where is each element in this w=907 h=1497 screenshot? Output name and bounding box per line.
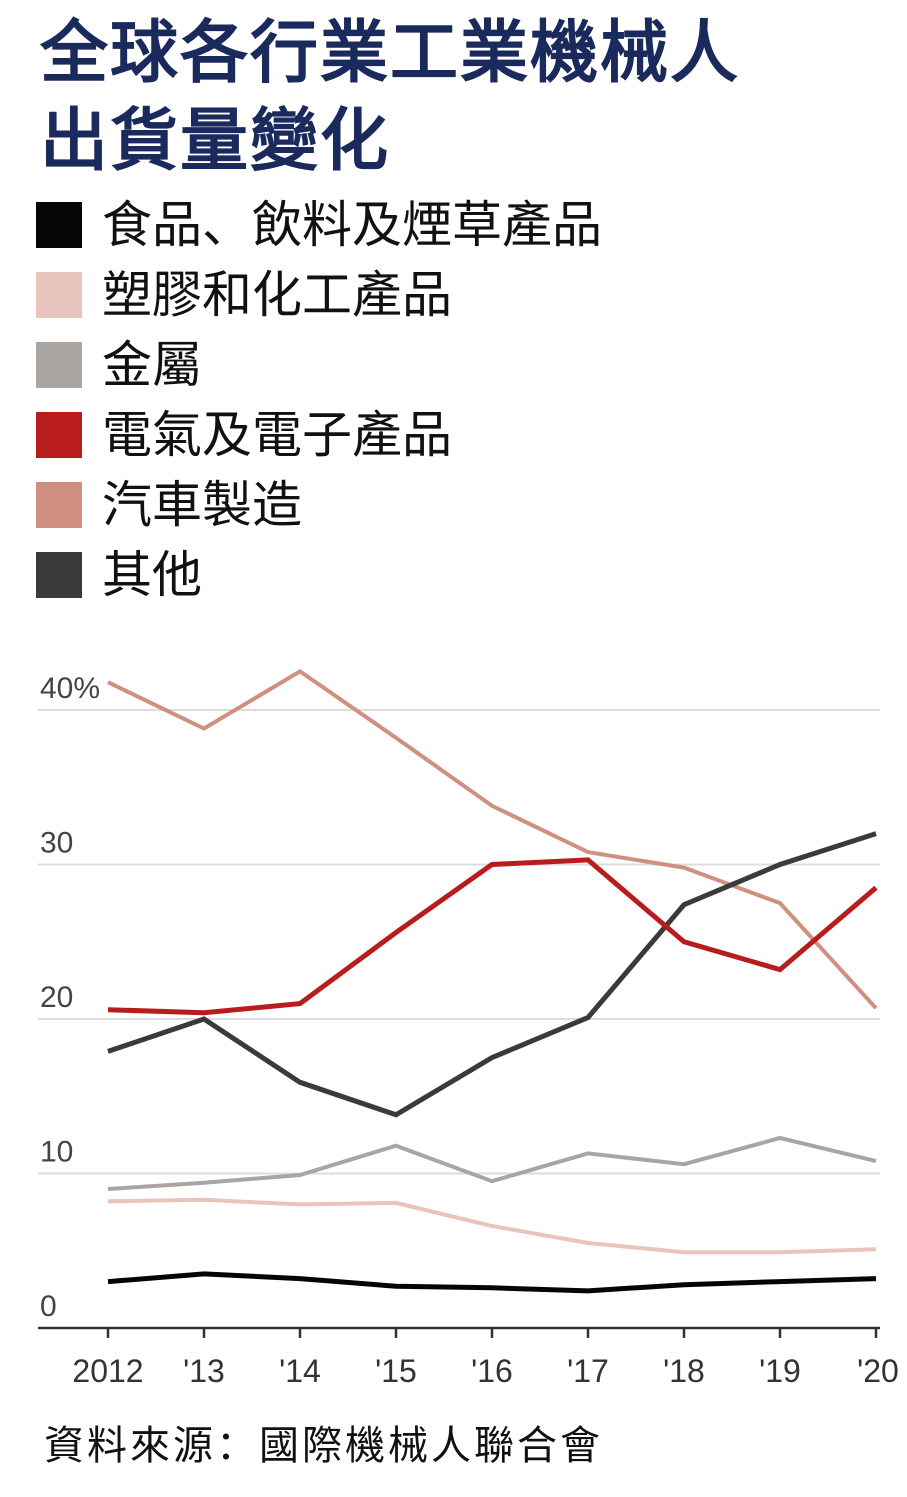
legend-label-electrical: 電氣及電子產品 (102, 406, 452, 464)
source-note: 資料來源：國際機械人聯合會 (44, 1423, 603, 1469)
y-tick-label: 0 (40, 1290, 57, 1323)
chart-title-line-1: 全球各行業工業機械人 (40, 14, 741, 93)
legend-label-plastics: 塑膠和化工產品 (102, 266, 452, 324)
chart-title-line-2: 出貨量變化 (40, 102, 391, 181)
x-tick-label: '17 (567, 1353, 609, 1389)
series-line-4 (107, 669, 878, 1010)
y-tick-label: 10 (40, 1136, 73, 1169)
series-line-0 (107, 1271, 877, 1294)
legend-swatch-plastics (36, 272, 82, 318)
x-tick-label: '19 (759, 1353, 801, 1389)
legend-swatch-electrical (36, 412, 82, 458)
legend-label-other: 其他 (102, 546, 202, 604)
legend-label-metal: 金屬 (102, 336, 202, 394)
legend-label-food: 食品、飲料及煙草產品 (102, 196, 602, 254)
series-line-5 (107, 831, 877, 1118)
chart-title: 全球各行業工業機械人 出貨量變化 (40, 10, 880, 186)
x-tick-label: '14 (279, 1353, 321, 1389)
x-tick-label: '16 (471, 1353, 513, 1389)
x-tick-label: '18 (663, 1353, 705, 1389)
series-line-1 (107, 1197, 877, 1255)
legend-label-auto: 汽車製造 (102, 476, 302, 534)
line-chart: 0 10 20 30 40% 2012 '13 '14 '15 '16 '17 '18 '19 '20 (38, 669, 899, 1389)
y-tick-label: 30 (40, 827, 73, 860)
series-line-2 (107, 1135, 877, 1191)
y-tick-label: 40% (40, 672, 100, 705)
x-tick-label: '15 (375, 1353, 417, 1389)
legend-swatch-auto (36, 482, 82, 528)
x-tick-label: '13 (183, 1353, 225, 1389)
legend-swatch-other (36, 552, 82, 598)
legend-swatch-metal (36, 342, 82, 388)
x-tick-label: 2012 (72, 1353, 143, 1389)
series-line-3 (107, 857, 878, 1016)
legend-swatch-food (36, 202, 82, 248)
y-tick-label: 20 (40, 981, 73, 1014)
x-tick-label: '20 (857, 1353, 899, 1389)
